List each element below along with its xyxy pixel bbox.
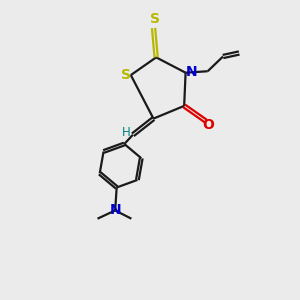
Text: S: S — [150, 12, 160, 26]
Text: S: S — [121, 68, 130, 82]
Text: O: O — [202, 118, 214, 132]
Text: N: N — [186, 65, 197, 79]
Text: N: N — [110, 203, 121, 218]
Text: H: H — [122, 126, 131, 139]
